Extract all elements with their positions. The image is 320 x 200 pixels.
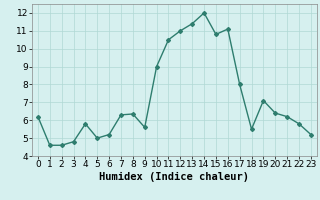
X-axis label: Humidex (Indice chaleur): Humidex (Indice chaleur): [100, 172, 249, 182]
